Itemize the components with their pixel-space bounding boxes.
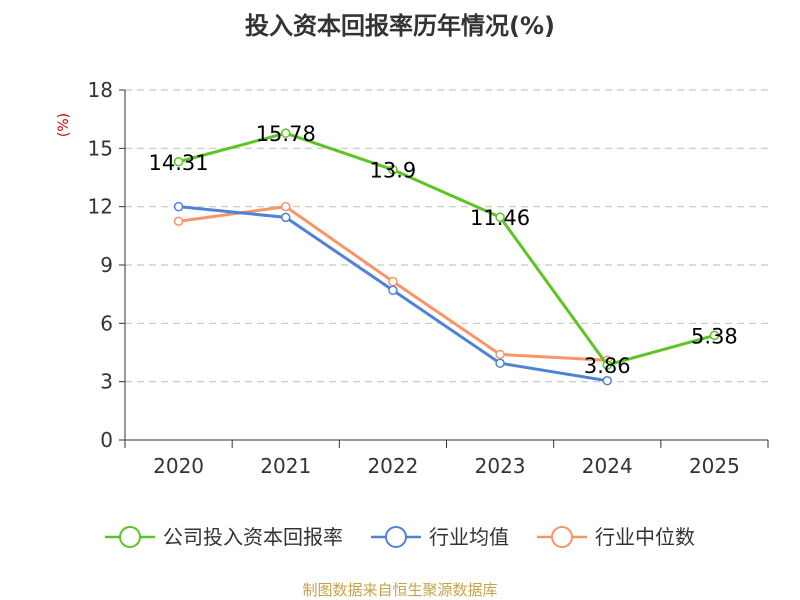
legend-marker-0 [119,526,141,548]
y-axis-unit-label: (%) [56,113,72,137]
data-point-1-2024[interactable] [602,375,612,386]
data-point-1-2022[interactable] [388,285,398,296]
data-label-2024: 3.86 [584,354,631,378]
x-tick-label-2021: 2021 [260,454,311,478]
series-0 [173,128,720,370]
source-note: 制图数据来自恒生聚源数据库 [302,581,497,599]
legend-label-1: 行业均值 [429,525,509,549]
y-tick-label-18: 18 [88,78,113,102]
data-point-0-2024[interactable] [602,360,612,370]
data-point-1-2023[interactable] [495,358,505,368]
data-point-0-2023[interactable] [495,212,505,222]
grid [125,89,768,383]
legend-item-2[interactable]: 行业中位数 [537,525,695,549]
y-tick-label-12: 12 [88,195,113,219]
y-tick-label-3: 3 [100,370,113,394]
data-point-0-2022[interactable] [388,164,398,175]
data-label-2020: 14.31 [149,151,209,175]
legend-label-2: 行业中位数 [595,525,695,549]
data-label-2025: 5.38 [691,324,738,348]
x-tick-label-2020: 2020 [153,454,204,478]
x-tick-label-2024: 2024 [582,454,633,478]
series-group [173,128,720,386]
data-label-2021: 15.78 [256,122,316,146]
legend-item-0[interactable]: 公司投入资本回报率 [105,525,343,549]
legend-marker-1 [385,526,407,548]
data-point-2-2021[interactable] [281,201,291,212]
y-tick-label-0: 0 [100,428,113,452]
data-point-2-2023[interactable] [495,349,505,360]
legend-marker-2 [551,526,573,548]
x-tick-label-2025: 2025 [689,454,740,478]
x-tick-label-2022: 2022 [367,454,418,478]
y-tick-label-15: 15 [88,136,113,160]
data-point-2-2020[interactable] [173,216,184,226]
data-point-0-2020[interactable] [173,157,184,167]
data-label-2022: 13.9 [370,159,417,183]
data-point-0-2021[interactable] [281,128,291,138]
y-tick-label-9: 9 [100,253,113,277]
y-tick-label-6: 6 [100,311,113,335]
data-labels: 14.31 15.78 13.9 11.46 3.86 5.38 [149,122,738,378]
series-line-0 [178,131,715,367]
data-point-2-2022[interactable] [388,276,398,287]
chart-title: 投入资本回报率历年情况(%) [245,12,555,40]
legend-label-0: 公司投入资本回报率 [163,525,343,549]
series-1 [173,201,612,386]
legend-item-1[interactable]: 行业均值 [371,525,509,549]
data-label-2023: 11.46 [470,206,530,230]
data-point-1-2020[interactable] [173,201,184,212]
x-tick-label-2023: 2023 [475,454,526,478]
axes: 0 3 6 9 12 15 18 2020 2021 2022 2023 2024 2025 [88,78,769,478]
legend[interactable]: 公司投入资本回报率 行业均值 行业中位数 [105,525,695,549]
data-point-1-2021[interactable] [281,212,291,223]
data-point-0-2025[interactable] [709,330,720,341]
series-2 [173,201,612,366]
